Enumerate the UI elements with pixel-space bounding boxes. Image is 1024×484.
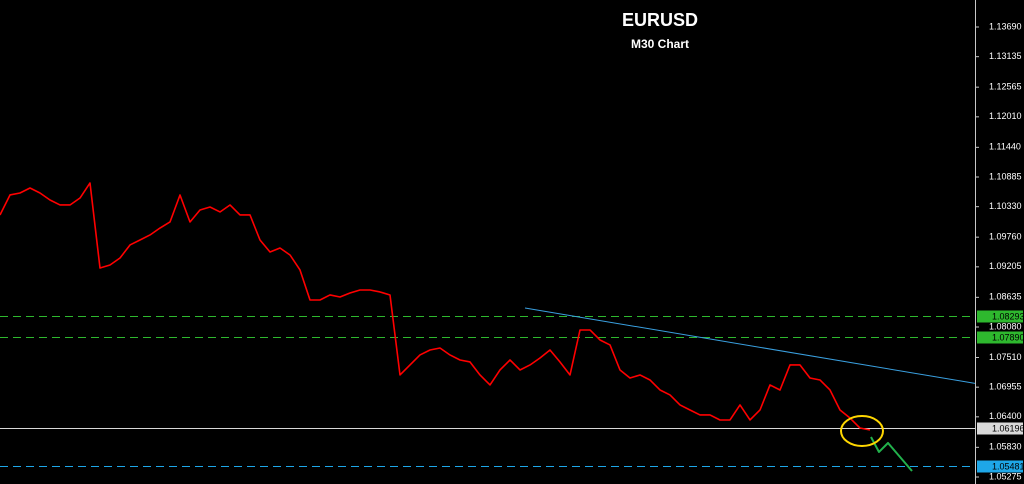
price-level-box: [977, 331, 1023, 344]
y-tick-label: 1.09205: [989, 261, 1022, 271]
y-tick-label: 1.05830: [989, 442, 1022, 452]
y-tick-label: 1.07510: [989, 352, 1022, 362]
projection-line: [870, 436, 913, 472]
chart-subtitle: M30 Chart: [631, 37, 689, 51]
price-level-box: [977, 422, 1023, 435]
y-tick-label: 1.06400: [989, 411, 1022, 421]
highlight-ellipse: [840, 415, 884, 447]
trendline: [524, 307, 976, 384]
y-tick-label: 1.13135: [989, 51, 1022, 61]
y-tick-label: 1.12010: [989, 111, 1022, 121]
price-level-label: 1.05481: [992, 461, 1024, 471]
price-line: [0, 182, 871, 431]
y-tick-label: 1.11440: [989, 142, 1021, 152]
y-tick-label: 1.08635: [989, 292, 1022, 302]
y-tick-label: 1.13690: [989, 21, 1022, 31]
price-level-label: 1.07890: [992, 332, 1024, 342]
price-level-box: [977, 460, 1023, 473]
y-tick-label: 1.05275: [989, 471, 1022, 481]
chart-title: EURUSD: [622, 10, 698, 30]
y-tick-label: 1.08080: [989, 321, 1022, 331]
price-level-label: 1.08293: [992, 311, 1024, 321]
y-tick-label: 1.10330: [989, 201, 1022, 211]
price-level-label: 1.06196: [992, 423, 1024, 433]
y-tick-label: 1.12565: [989, 82, 1022, 92]
price-level-box: [977, 310, 1023, 323]
y-tick-label: 1.06955: [989, 382, 1022, 392]
y-tick-label: 1.10885: [989, 171, 1022, 181]
y-tick-label: 1.09760: [989, 232, 1022, 242]
